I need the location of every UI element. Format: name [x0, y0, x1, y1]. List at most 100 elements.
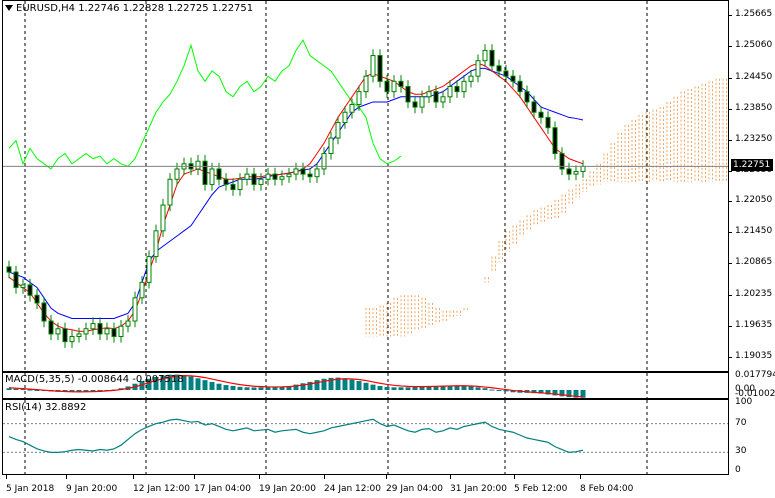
price-tick-mark: [729, 139, 732, 141]
macd-histogram-bar: [489, 389, 495, 391]
candle-body: [447, 85, 453, 98]
time-tick-mark: [6, 475, 7, 479]
candle-body: [132, 297, 138, 322]
macd-histogram-bar: [153, 376, 159, 391]
time-axis: 5 Jan 2018 9 Jan 20:00 12 Jan 12:00 17 Jan …: [2, 475, 729, 498]
candle-body: [237, 178, 243, 191]
macd-label: MACD(5,35,5) -0.008644 -0.007518: [5, 374, 184, 385]
macd-histogram-bar: [230, 385, 236, 391]
time-tick-mark: [514, 475, 515, 479]
candle-body: [216, 168, 222, 180]
time-tick-mark: [324, 475, 325, 479]
macd-histogram-bar: [503, 390, 509, 392]
macd-histogram-bar: [307, 381, 313, 391]
candle-body: [433, 91, 439, 103]
candle-body: [34, 294, 40, 304]
macd-histogram-bar: [265, 387, 271, 391]
price-tick-mark: [729, 356, 732, 358]
candle-body: [153, 230, 159, 258]
candle-body: [538, 111, 544, 118]
candle-body: [111, 328, 117, 337]
macd-histogram-bar: [251, 387, 257, 391]
time-tick-mark: [66, 475, 67, 479]
macd-histogram-bar: [475, 387, 481, 391]
macd-histogram-bar: [363, 382, 369, 391]
candle-body: [545, 116, 551, 129]
candle-body: [272, 173, 278, 180]
candle-body: [524, 91, 530, 103]
macd-histogram-bar: [272, 387, 278, 391]
price-axis: 1.256651.250601.244501.238501.232501.226…: [729, 0, 775, 372]
candle-body: [426, 91, 432, 98]
candle-body: [419, 96, 425, 108]
price-tick-mark: [729, 262, 732, 264]
candle-body: [146, 256, 152, 283]
macd-histogram-bar: [13, 388, 19, 391]
price-chart-pane[interactable]: EURUSD,H4 1.22746 1.22828 1.22725 1.2275…: [2, 0, 729, 372]
price-tick-label: 1.23250: [735, 133, 773, 144]
candle-body: [69, 335, 75, 343]
kijun-sen-line: [8, 67, 584, 319]
time-tick-label: 19 Jan 20:00: [259, 484, 316, 494]
macd-histogram-bar: [370, 384, 376, 391]
candle-body: [90, 323, 96, 330]
candle-body: [6, 266, 12, 273]
candle-body: [398, 80, 404, 87]
macd-histogram-bar: [342, 378, 348, 391]
macd-histogram-bar: [377, 385, 383, 391]
candle-body: [139, 281, 145, 299]
macd-histogram-bar: [328, 377, 334, 391]
candle-body: [496, 65, 502, 72]
macd-histogram-bar: [20, 389, 26, 391]
rsi-tick-label: 70: [735, 417, 747, 428]
candle-body: [244, 173, 250, 180]
candle-body: [349, 104, 355, 113]
dropdown-arrow-icon[interactable]: [5, 5, 13, 11]
price-tick-mark: [729, 295, 732, 297]
macd-histogram-bar: [566, 390, 572, 398]
candle-body: [356, 91, 362, 106]
price-tick-mark: [729, 325, 732, 327]
candle-body: [363, 75, 369, 93]
candle-body: [62, 328, 68, 343]
rsi-pane[interactable]: RSI(14) 32.8892: [2, 399, 729, 475]
macd-histogram-bar: [188, 376, 194, 391]
candle-body: [55, 328, 61, 335]
macd-histogram-bar: [244, 387, 250, 391]
macd-histogram-bar: [426, 386, 432, 391]
macd-histogram-bar: [398, 387, 404, 391]
price-tick-label: 1.20235: [735, 289, 773, 300]
macd-histogram-bar: [440, 385, 446, 391]
macd-histogram-bar: [461, 385, 467, 391]
candle-body: [552, 127, 558, 154]
macd-histogram-bar: [384, 386, 390, 391]
candle-body: [27, 284, 33, 296]
candle-body: [412, 101, 418, 108]
macd-histogram-bar: [538, 390, 544, 394]
candle-body: [314, 168, 320, 178]
macd-histogram-bar: [27, 389, 33, 391]
price-tick-label: 1.19635: [735, 319, 773, 330]
candle-body: [76, 333, 82, 337]
macd-tick-label: 0.00: [735, 384, 756, 394]
macd-histogram-bar: [580, 390, 586, 398]
time-tick-label: 8 Feb 04:00: [580, 484, 634, 494]
candle-body: [328, 137, 334, 154]
macd-histogram-bar: [202, 380, 208, 391]
price-chart-canvas[interactable]: [3, 1, 729, 372]
candle-body: [104, 328, 110, 335]
macd-histogram-bar: [76, 390, 82, 392]
time-tick-label: 31 Jan 20:00: [450, 484, 507, 494]
candle-body: [321, 152, 327, 170]
price-tick-mark: [729, 170, 732, 172]
candle-body: [83, 328, 89, 335]
macd-histogram-bar: [181, 375, 187, 391]
rsi-tick-label: 30: [735, 446, 747, 457]
candle-body: [370, 55, 376, 77]
macd-tick-label: -0.010029: [735, 389, 775, 399]
macd-histogram-bar: [545, 390, 551, 395]
macd-pane[interactable]: MACD(5,35,5) -0.008644 -0.007518: [2, 372, 729, 399]
macd-histogram-bar: [258, 387, 264, 391]
time-tick-label: 5 Feb 12:00: [514, 484, 568, 494]
macd-histogram-bar: [321, 378, 327, 391]
